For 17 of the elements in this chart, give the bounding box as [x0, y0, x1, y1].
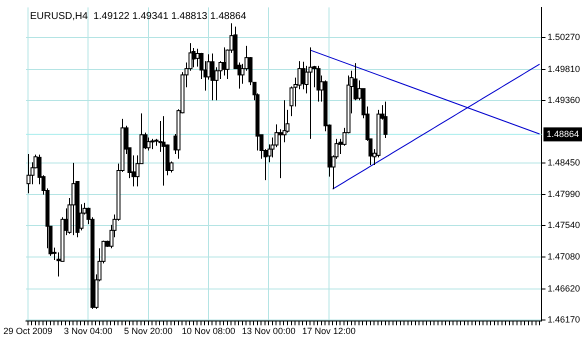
- y-tick-label: 1.47990: [547, 189, 580, 200]
- x-tick-label: 3 Nov 04:00: [64, 326, 112, 336]
- y-tick-label: 1.46620: [547, 283, 580, 294]
- x-tick-label: 13 Nov 00:00: [242, 326, 296, 336]
- x-tick-label: 17 Nov 12:00: [302, 326, 356, 336]
- y-tick-label: 1.47540: [547, 220, 580, 230]
- x-tick-label: 29 Oct 2009: [3, 326, 52, 336]
- y-tick-label: 1.48450: [547, 157, 580, 168]
- ref-line-label: 1.48864: [546, 128, 580, 139]
- chart-title: EURUSD,H4 1.49122 1.49341 1.48813 1.48864: [30, 11, 247, 22]
- y-tick-label: 1.47080: [547, 252, 580, 262]
- y-tick-label: 1.46170: [547, 314, 580, 324]
- y-tick-label: 1.49810: [547, 64, 580, 74]
- y-tick-label: 1.50270: [547, 32, 580, 42]
- x-tick-label: 5 Nov 20:00: [124, 326, 173, 336]
- y-tick-label: 1.49360: [547, 94, 580, 105]
- x-tick-label: 10 Nov 08:00: [182, 326, 236, 336]
